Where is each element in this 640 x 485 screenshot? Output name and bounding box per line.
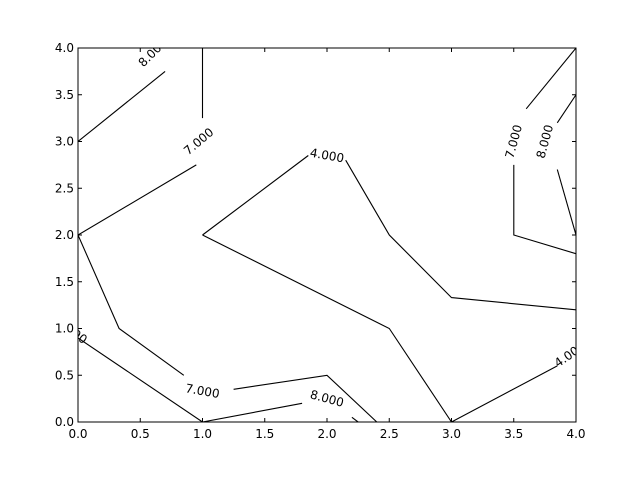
x-tick-label: 0.0 [68, 427, 87, 441]
contour-line [233, 374, 378, 422]
contour-line [556, 169, 576, 236]
contour-label: 7.000 [184, 381, 220, 401]
x-tick-label: 2.5 [380, 427, 399, 441]
x-tick-label: 4.0 [566, 427, 585, 441]
y-tick-label: 1.0 [55, 322, 74, 336]
contour-lines [78, 48, 576, 422]
contour-label: 4.000 [552, 339, 588, 370]
y-tick-label: 0.0 [55, 415, 74, 429]
axis-ticks [77, 47, 577, 423]
contour-label: 8.000 [309, 387, 346, 409]
contour-label: 8.000 [136, 36, 170, 70]
contour-line [78, 234, 185, 376]
x-tick-label: 3.0 [442, 427, 461, 441]
contour-line [78, 337, 303, 422]
y-tick-label: 3.0 [55, 135, 74, 149]
contour-label: 8.000 [534, 123, 556, 160]
axis-tick-labels: 0.0 0.5 1.0 1.5 2.0 2.5 3.0 3.5 4.0 0.0 0.5 1.0 1.5 2… [55, 41, 586, 441]
y-tick-label: 2.5 [55, 181, 74, 195]
x-tick-label: 3.5 [504, 427, 523, 441]
contour-line [513, 164, 576, 255]
contour-line [78, 164, 197, 236]
plot-frame [77, 47, 577, 423]
contour-line [525, 48, 576, 110]
contour-line [556, 94, 576, 124]
x-tick-label: 0.5 [131, 427, 150, 441]
y-tick-label: 3.5 [55, 88, 74, 102]
contour-label: 8.000 [54, 316, 90, 347]
contour-line [345, 159, 576, 311]
contour-label: 4.000 [309, 146, 345, 166]
contour-labels: 8.000 7.000 4.000 7.000 8.000 7.000 8.000 4.000… [54, 36, 588, 410]
x-tick-label: 1.5 [255, 427, 274, 441]
contour-label: 7.000 [181, 125, 216, 158]
y-tick-label: 0.5 [55, 368, 74, 382]
y-tick-label: 4.0 [55, 41, 74, 55]
contour-line [351, 416, 359, 422]
contour-label: 7.000 [503, 123, 525, 160]
contour-line [202, 234, 558, 422]
contour-line [202, 155, 309, 236]
y-tick-label: 1.5 [55, 275, 74, 289]
contour-line [78, 70, 166, 142]
x-tick-label: 1.0 [193, 427, 212, 441]
x-tick-label: 2.0 [317, 427, 336, 441]
y-tick-label: 2.0 [55, 228, 74, 242]
